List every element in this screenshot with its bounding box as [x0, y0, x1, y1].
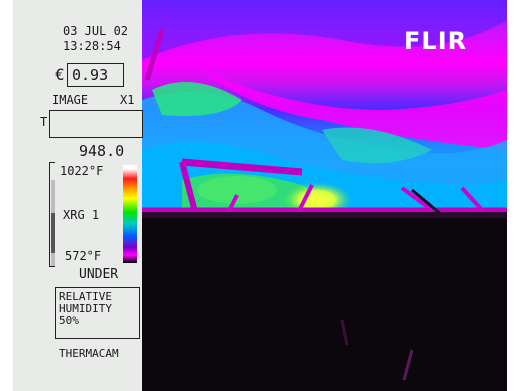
left-border [0, 0, 13, 391]
scale-bracket-left [49, 162, 50, 266]
time-readout: 13:28:54 [63, 39, 121, 53]
scale-min: 572°F [65, 249, 102, 263]
emissivity-symbol: € [55, 65, 65, 84]
scale-max: 1022°F [60, 164, 104, 178]
scale-bracket-bottom [49, 266, 55, 267]
scale-slider-thumb [51, 213, 55, 253]
thermacam-label: THERMACAM [59, 347, 119, 360]
emissivity-value: 0.93 [72, 66, 109, 84]
target-label: T [40, 115, 48, 129]
color-scale-bar [123, 165, 137, 263]
date-readout: 03 JUL 02 [63, 24, 129, 38]
thermal-image [142, 0, 507, 391]
status-text: UNDER [79, 267, 119, 282]
right-border [507, 0, 518, 391]
humidity-line-1: RELATIVE [59, 290, 112, 303]
target-box [49, 110, 143, 138]
zoom-label: X1 [120, 93, 135, 107]
humidity-line-2: HUMIDITY [59, 302, 112, 315]
humidity-box: RELATIVE HUMIDITY 50% [55, 287, 140, 339]
image-label: IMAGE [52, 93, 89, 107]
flir-logo: FLIR [404, 27, 468, 55]
info-panel [13, 0, 142, 391]
scale-mode: XRG 1 [63, 208, 100, 222]
humidity-line-3: 50% [59, 314, 79, 327]
spot-temperature: 948.0 [79, 142, 125, 160]
emissivity-box: 0.93 [67, 63, 124, 87]
scale-bracket-top [49, 162, 55, 163]
